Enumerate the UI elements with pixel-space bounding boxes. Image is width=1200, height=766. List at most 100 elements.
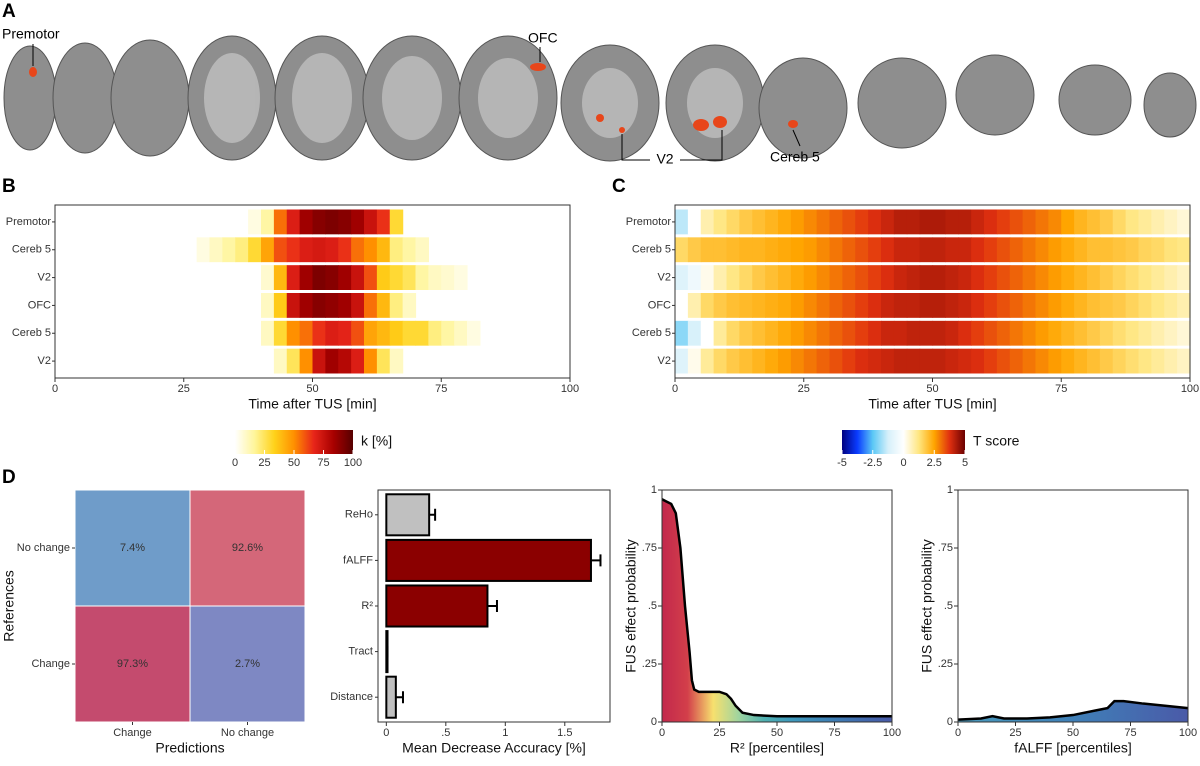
roi [619, 127, 625, 133]
heat-cell [1125, 237, 1140, 263]
plot-frame [661, 489, 893, 723]
heat-cell [1087, 265, 1101, 290]
heat-cell [364, 348, 378, 374]
heat-cell [726, 293, 740, 318]
heat-cell [261, 209, 275, 235]
heat-cell [364, 320, 378, 346]
heat-cell [842, 237, 856, 263]
cell-label: 7.4% [120, 542, 145, 554]
heat-cell [919, 237, 934, 263]
cell-label: 97.3% [117, 658, 148, 670]
roi [693, 119, 709, 131]
x-tick-label: 0 [672, 383, 678, 395]
heat-cell [713, 348, 728, 374]
heat-cell [739, 348, 753, 374]
heat-cell [1164, 237, 1178, 263]
heat-cell [868, 348, 882, 374]
heat-cell [402, 237, 417, 263]
heat-cell [803, 293, 818, 318]
heat-cell [261, 237, 275, 263]
error-bar [487, 600, 498, 612]
heat-cell [881, 265, 895, 290]
bar [385, 675, 397, 719]
heat-cell [945, 293, 959, 318]
heat-cell [376, 320, 391, 346]
heat-cell [816, 348, 831, 374]
heat-cell [1112, 320, 1127, 346]
heat-cell [1087, 293, 1101, 318]
heat-cell [1112, 237, 1127, 263]
x-tick-label: 0 [383, 727, 389, 739]
heat-cell [842, 209, 856, 235]
heat-cell [1048, 293, 1062, 318]
heat-cell [312, 348, 326, 374]
heat-cell [402, 293, 417, 318]
heat-cell [996, 348, 1011, 374]
slice-inner [292, 53, 352, 143]
heat-cell [1009, 293, 1024, 318]
heat-cell [1151, 348, 1165, 374]
heat-cell [312, 293, 326, 318]
y-tick-label: V2 [38, 355, 51, 367]
heat-cell [364, 209, 378, 235]
heat-cell [415, 237, 429, 263]
heat-cell [778, 237, 792, 263]
heat-cell [1138, 348, 1152, 374]
heat-cell [868, 320, 882, 346]
leader-lines [32, 44, 801, 161]
heat-cell [687, 237, 702, 263]
heat-cell [299, 293, 314, 318]
heat-cell [1009, 265, 1024, 290]
x-tick-label: 0 [955, 727, 961, 739]
slice-inner [382, 56, 442, 140]
roi [29, 67, 37, 77]
x-tick-label: 100 [883, 727, 901, 739]
y-tick-label: Distance [330, 691, 373, 703]
y-tick-label: 0 [651, 716, 657, 728]
heat-cell [1035, 320, 1049, 346]
heat-cell [261, 320, 275, 346]
matrix-cell [74, 489, 191, 607]
colorbar-tick-label: 50 [288, 457, 300, 469]
colorbar-tick-label: -2.5 [863, 457, 882, 469]
heat-cell [906, 265, 921, 290]
heat-cell [919, 293, 934, 318]
cell-label: 2.7% [235, 658, 260, 670]
heat-cell [261, 293, 275, 318]
colorbar-tick-label: 100 [344, 457, 362, 469]
heat-cell [286, 320, 301, 346]
leader [621, 130, 723, 161]
heat-cell [312, 209, 326, 235]
heat-cell [402, 265, 417, 290]
heat-cell [1074, 320, 1088, 346]
y-tick-label: R² [361, 600, 373, 612]
heat-cell [700, 209, 715, 235]
heat-cell [945, 348, 959, 374]
y-tick-label: 1 [947, 484, 953, 496]
x-tick-label: Change [113, 727, 152, 739]
heat-cell [932, 320, 946, 346]
heat-cell [325, 293, 339, 318]
heat-cell [829, 209, 843, 235]
heat-cell [971, 265, 985, 290]
heat-cell [286, 209, 301, 235]
heat-cell [351, 237, 365, 263]
heat-cell [1125, 293, 1140, 318]
leader [792, 129, 801, 147]
heat-cell [700, 293, 715, 318]
heat-cell [739, 209, 753, 235]
heat-cell [1009, 237, 1024, 263]
x-tick-label: 100 [1179, 727, 1197, 739]
x-tick-label: 50 [926, 383, 938, 395]
heat-cell [996, 293, 1011, 318]
heat-cell [415, 320, 429, 346]
heat-cell [1061, 265, 1075, 290]
heat-cell [919, 348, 934, 374]
heat-cell [765, 265, 779, 290]
colorbar-tick-label: 2.5 [927, 457, 942, 469]
heat-cell [932, 209, 946, 235]
heat-cell [713, 320, 728, 346]
bar [385, 493, 431, 537]
heat-cell [726, 209, 740, 235]
x-tick-label: 1 [502, 727, 508, 739]
